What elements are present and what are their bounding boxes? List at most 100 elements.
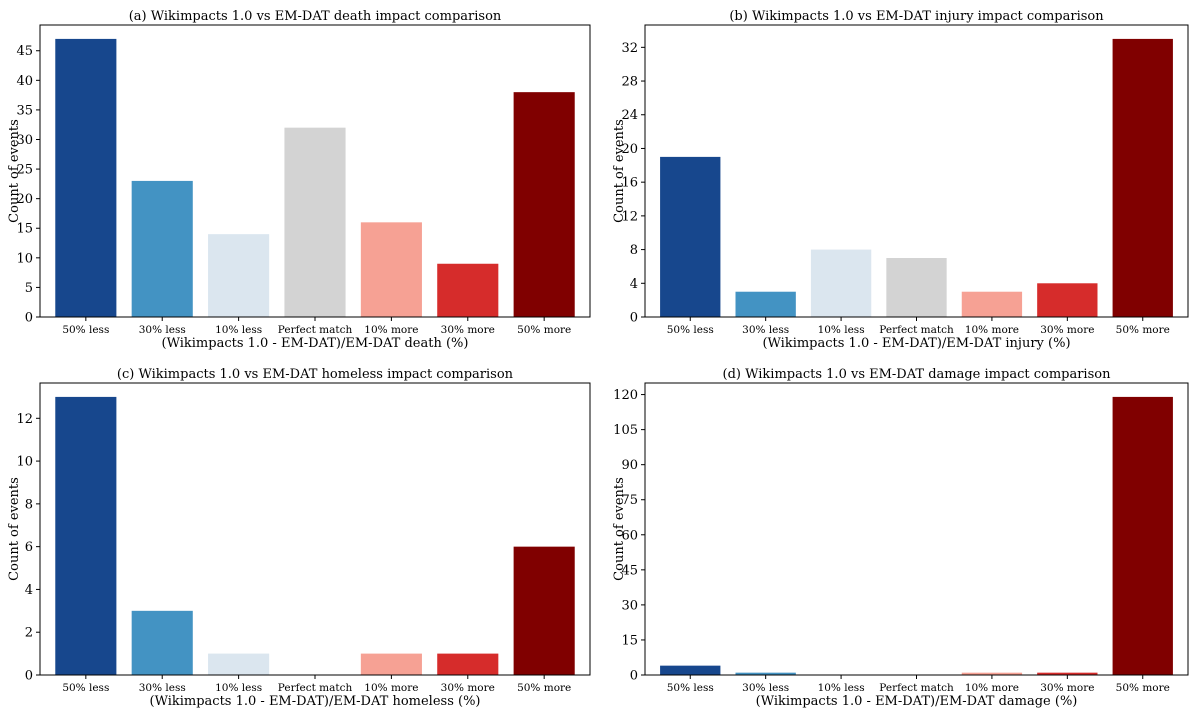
bar-50-less — [660, 665, 721, 675]
y-tick-label: 6 — [25, 540, 33, 555]
subplot-d: (d) Wikimpacts 1.0 vs EM-DAT damage impa… — [612, 367, 1189, 709]
y-tick-label: 28 — [621, 75, 638, 90]
y-tick-label: 40 — [16, 74, 33, 89]
y-tick-label: 2 — [25, 626, 33, 641]
chart-title: (b) Wikimpacts 1.0 vs EM-DAT injury impa… — [729, 9, 1104, 24]
x-tick-label: 10% less — [215, 682, 262, 694]
x-axis-label: (Wikimpacts 1.0 - EM-DAT)/EM-DAT death (… — [162, 336, 469, 351]
x-tick-label: 50% more — [517, 324, 571, 336]
bar-10-more — [961, 672, 1023, 675]
bar-10-more — [360, 653, 422, 675]
bar-10-less — [208, 234, 270, 317]
y-axis-label: Count of events — [7, 477, 22, 581]
x-tick-label: 30% less — [139, 324, 186, 336]
x-tick-label: 30% more — [441, 324, 495, 336]
axes-frame — [644, 382, 1189, 676]
y-tick-label: 10 — [16, 251, 33, 266]
y-tick-label: 0 — [25, 311, 33, 326]
bar-50-more — [1112, 38, 1173, 318]
x-tick-label: 30% more — [1040, 682, 1094, 694]
x-tick-label: 50% less — [667, 324, 714, 336]
x-axis-label: (Wikimpacts 1.0 - EM-DAT)/EM-DAT damage … — [756, 694, 1078, 709]
y-tick-label: 4 — [630, 277, 638, 292]
bar-50-less — [55, 38, 117, 318]
bar-30-more — [1037, 283, 1098, 317]
bar-10-more — [961, 291, 1023, 317]
x-tick-label: 50% less — [62, 324, 109, 336]
y-tick-label: 10 — [16, 455, 33, 470]
y-tick-label: 12 — [16, 412, 33, 427]
y-tick-label: 24 — [621, 108, 638, 123]
y-tick-label: 30 — [16, 133, 33, 148]
y-tick-label: 20 — [16, 192, 33, 207]
subplot-b: (b) Wikimpacts 1.0 vs EM-DAT injury impa… — [612, 9, 1189, 351]
subplot-a: (a) Wikimpacts 1.0 vs EM-DAT death impac… — [7, 9, 591, 351]
y-axis-label: Count of events — [612, 477, 627, 581]
y-axis-label: Count of events — [612, 119, 627, 223]
x-tick-label: 10% more — [364, 682, 418, 694]
y-tick-label: 90 — [621, 458, 638, 473]
y-tick-label: 32 — [621, 41, 638, 56]
y-axis-label: Count of events — [7, 119, 22, 223]
x-tick-label: 10% less — [818, 682, 865, 694]
y-tick-label: 60 — [621, 528, 638, 543]
chart-title: (a) Wikimpacts 1.0 vs EM-DAT death impac… — [129, 9, 502, 24]
bar-50-more — [513, 546, 575, 675]
y-tick-label: 35 — [16, 103, 33, 118]
y-tick-label: 20 — [621, 142, 638, 157]
y-tick-label: 0 — [25, 669, 33, 684]
bar-10-less — [810, 249, 872, 317]
y-tick-label: 15 — [621, 633, 638, 648]
axes-frame — [39, 382, 591, 676]
x-tick-label: 10% less — [215, 324, 262, 336]
x-tick-label: 30% more — [1040, 324, 1094, 336]
x-tick-label: 10% more — [364, 324, 418, 336]
y-tick-label: 15 — [16, 222, 33, 237]
y-tick-label: 30 — [621, 598, 638, 613]
y-tick-label: 0 — [630, 669, 638, 684]
y-tick-label: 120 — [613, 388, 638, 403]
x-tick-label: 30% more — [441, 682, 495, 694]
x-tick-label: 10% more — [965, 682, 1019, 694]
x-tick-label: 50% more — [517, 682, 571, 694]
x-tick-label: Perfect match — [278, 682, 353, 694]
y-tick-label: 75 — [621, 493, 638, 508]
bar-30-less — [131, 610, 193, 675]
y-tick-label: 8 — [25, 497, 33, 512]
y-tick-label: 45 — [621, 563, 638, 578]
x-tick-label: 30% less — [139, 682, 186, 694]
y-tick-label: 25 — [16, 163, 33, 178]
chart-title: (d) Wikimpacts 1.0 vs EM-DAT damage impa… — [723, 367, 1112, 382]
bar-30-more — [437, 653, 499, 675]
y-tick-label: 16 — [621, 176, 638, 191]
chart-title: (c) Wikimpacts 1.0 vs EM-DAT homeless im… — [117, 367, 514, 382]
x-axis-label: (Wikimpacts 1.0 - EM-DAT)/EM-DAT homeles… — [150, 694, 481, 709]
x-tick-label: 50% less — [667, 682, 714, 694]
bar-30-less — [735, 672, 796, 675]
x-tick-label: 30% less — [742, 682, 789, 694]
x-axis-label: (Wikimpacts 1.0 - EM-DAT)/EM-DAT injury … — [762, 336, 1070, 351]
x-tick-label: Perfect match — [879, 682, 954, 694]
bar-30-more — [437, 263, 499, 317]
bar-30-less — [735, 291, 796, 317]
bar-50-less — [55, 396, 117, 675]
x-tick-label: Perfect match — [879, 324, 954, 336]
x-tick-label: 50% more — [1116, 682, 1170, 694]
x-tick-label: 10% less — [818, 324, 865, 336]
x-tick-label: 30% less — [742, 324, 789, 336]
x-tick-label: 50% less — [62, 682, 109, 694]
x-tick-label: 10% more — [965, 324, 1019, 336]
y-tick-label: 5 — [25, 281, 33, 296]
bar-50-more — [513, 92, 575, 317]
bar-perfect-match — [886, 258, 947, 317]
bar-30-less — [131, 180, 193, 317]
y-tick-label: 45 — [16, 44, 33, 59]
x-tick-label: 50% more — [1116, 324, 1170, 336]
bar-10-less — [208, 653, 270, 675]
x-tick-label: Perfect match — [278, 324, 353, 336]
y-tick-label: 0 — [630, 311, 638, 326]
y-tick-label: 105 — [613, 423, 638, 438]
bar-30-more — [1037, 672, 1098, 675]
bar-perfect-match — [284, 127, 346, 317]
